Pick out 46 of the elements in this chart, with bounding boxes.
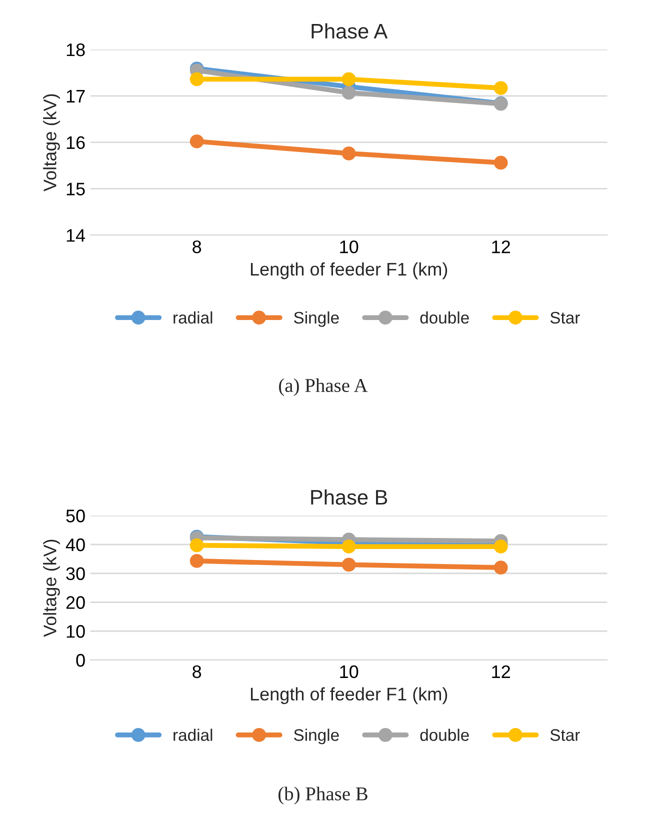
point — [342, 146, 356, 160]
y-tick-label: 15 — [66, 182, 85, 196]
legend-label: Star — [550, 729, 580, 741]
x-tick-label: 8 — [192, 240, 202, 254]
x-tick-label: 10 — [340, 665, 358, 678]
y-tick-label: 17 — [66, 90, 85, 102]
point — [190, 72, 204, 86]
point — [342, 72, 356, 86]
text: (b) Phase B — [278, 786, 368, 804]
y-axis-title: Voltage (kV) — [43, 540, 60, 637]
y-tick-label: 0 — [76, 654, 85, 667]
x-axis-title: Length of feeder F1 (km) — [250, 687, 448, 704]
point — [190, 134, 204, 148]
x-tick-label: 12 — [492, 240, 510, 254]
chart-title: Phase A — [312, 23, 388, 39]
y-tick-label: 10 — [66, 625, 85, 638]
y-tick-label: 30 — [66, 567, 85, 580]
point — [190, 554, 204, 568]
point — [342, 86, 356, 100]
text: (a) Phase A — [279, 378, 368, 396]
point — [342, 558, 356, 572]
point — [494, 540, 508, 554]
x-tick-label: 8 — [192, 665, 202, 678]
x-tick-label: 10 — [340, 240, 358, 254]
point — [494, 560, 508, 575]
point — [190, 538, 204, 552]
legend-label: Star — [550, 312, 580, 324]
chart-title: Phase B — [311, 489, 388, 505]
y-tick-label: 18 — [66, 43, 85, 56]
legend-label: radial — [174, 311, 212, 324]
y-axis-title: Voltage (kV) — [43, 94, 60, 192]
y-tick-label: 14 — [66, 229, 86, 242]
point — [494, 81, 508, 95]
x-axis-title: Length of feeder F1 (km) — [250, 262, 448, 280]
legend-label: double — [420, 728, 469, 741]
legend-label: Single — [294, 728, 339, 744]
y-tick-label: 20 — [66, 596, 85, 609]
y-tick-label: 50 — [66, 510, 85, 522]
y-tick-label: 40 — [66, 538, 85, 552]
legend-label: double — [420, 311, 469, 324]
x-tick-label: 12 — [492, 665, 510, 678]
y-tick-label: 16 — [66, 136, 85, 150]
point — [342, 540, 356, 554]
legend-label: radial — [174, 728, 212, 741]
legend-label: Single — [294, 311, 339, 327]
point — [494, 156, 508, 170]
